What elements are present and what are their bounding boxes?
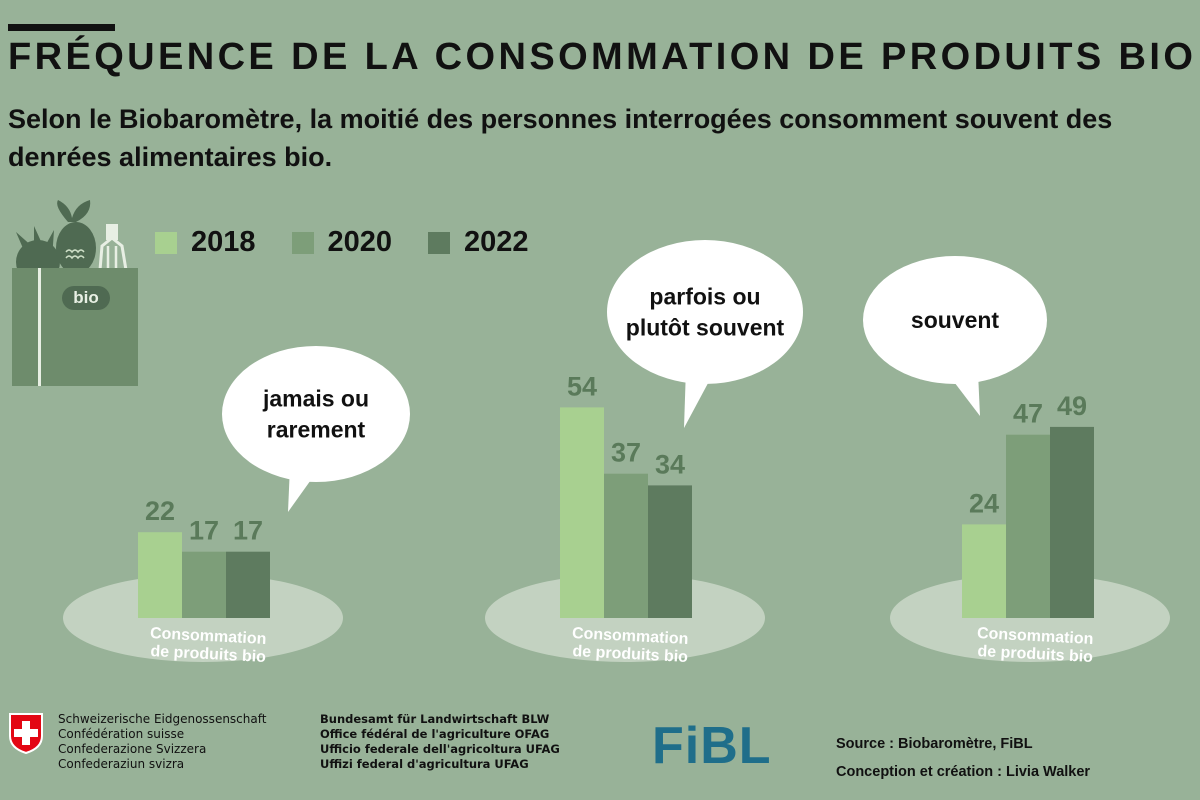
bar-value-label-2-2018: 24 [969,488,999,518]
legend-label-2022: 2022 [464,226,529,258]
speech-bubble-tail-0 [288,466,318,512]
office-line-fr: Office fédéral de l'agriculture OFAG [320,727,550,741]
office-line-rm: Uffizi federal d'agricultura UFAG [320,757,529,771]
legend-label-2020: 2020 [327,226,393,258]
bar-0-2022 [226,551,270,618]
speech-bubble-tail-2 [948,372,980,416]
federal-administration-names: Schweizerische Eidgenossenschaft Confédé… [58,712,266,772]
bar-value-label-1-2022: 34 [655,449,685,479]
bar-2-2018 [962,524,1006,618]
federal-line-rm: Confederaziun svizra [58,757,185,771]
base-label-1-1: de produits bio [572,643,689,666]
legend-label-2018: 2018 [191,226,256,258]
base-label-0-1: de produits bio [150,643,267,666]
legend-item-2020: 2020 [291,226,393,259]
page-title: FRÉQUENCE DE LA CONSOMMATION DE PRODUITS… [8,36,1197,78]
bar-2-2020 [1006,434,1050,618]
bar-value-label-2-2022: 49 [1057,391,1087,421]
bar-value-label-1-2020: 37 [611,438,641,468]
chart-legend: 2018 2020 2022 [155,226,529,259]
base-label-2-1: de produits bio [977,643,1094,666]
legend-item-2018: 2018 [155,226,256,259]
bar-value-label-0-2020: 17 [189,516,219,546]
bar-2-2022 [1050,426,1094,618]
speech-bubble-tail-1 [684,368,714,428]
agriculture-office-names: Bundesamt für Landwirtschaft BLW Office … [320,712,560,772]
bar-1-2022 [648,485,692,618]
bar-value-label-1-2018: 54 [567,371,597,401]
federal-line-de: Schweizerische Eidgenossenschaft [58,712,267,726]
speech-bubble-0 [222,346,410,482]
title-accent-bar [8,24,115,31]
page-subtitle: Selon le Biobaromètre, la moitié des per… [8,104,1113,172]
office-line-de: Bundesamt für Landwirtschaft BLW [320,712,550,726]
legend-item-2022: 2022 [428,226,529,259]
bag-bio-label: bio [62,286,110,310]
base-label-1-0: Consommation [572,625,689,648]
bar-1-2020 [604,473,648,618]
legend-swatch-2018 [155,231,177,254]
bar-0-2020 [182,551,226,618]
source-line: Source : Biobaromètre, FiBL [836,736,1033,752]
fibl-logo: FiBL [652,717,772,775]
bar-value-label-0-2022: 17 [233,516,263,546]
legend-swatch-2020 [291,231,314,254]
federal-line-fr: Confédération suisse [58,727,185,741]
bar-1-2018 [560,407,604,618]
base-label-0-0: Consommation [150,625,267,648]
federal-line-it: Confederazione Svizzera [58,742,207,756]
credits: Source : Biobaromètre, FiBL Conception e… [836,730,1090,786]
speech-bubble-1 [607,240,803,384]
credit-line: Conception et création : Livia Walker [836,764,1091,780]
bubble-label-1-0: parfois ou [649,284,760,310]
bar-0-2018 [138,532,182,618]
bar-value-label-0-2018: 22 [145,496,175,526]
bubble-label-0-0: jamais ou [262,386,369,412]
office-line-it: Ufficio federale dell'agricoltura UFAG [320,742,560,756]
bubble-label-0-1: rarement [267,417,366,443]
bubble-label-2-0: souvent [911,307,1000,333]
swiss-flag-icon [9,713,43,754]
bubble-label-1-1: plutôt souvent [626,315,785,341]
speech-bubble-2 [863,256,1047,384]
base-label-2-0: Consommation [977,625,1094,648]
legend-swatch-2022 [428,231,451,254]
bar-value-label-2-2020: 47 [1013,399,1043,429]
